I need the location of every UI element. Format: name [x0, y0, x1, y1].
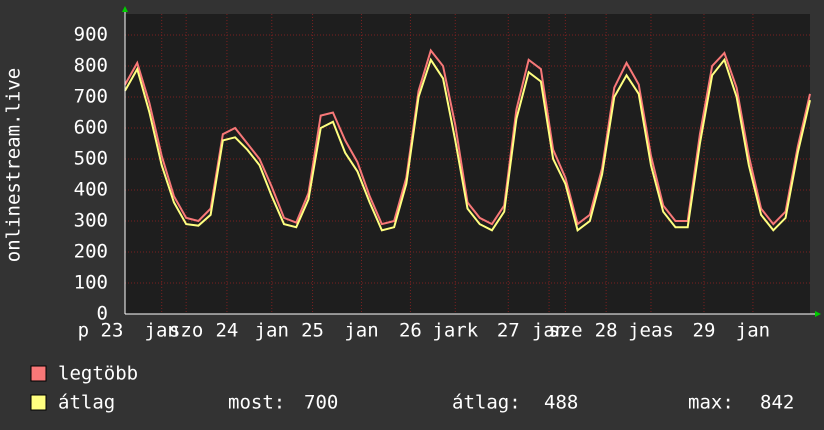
x-tick-label: jan: [344, 320, 378, 342]
y-axis-label: onlinestream.live: [3, 68, 25, 262]
legend-label: átlag: [58, 392, 115, 414]
stat-value: 700: [304, 392, 338, 414]
x-tick-label: jan: [736, 320, 770, 342]
x-tick-label: jan: [145, 320, 179, 342]
y-tick-label: 800: [74, 55, 108, 77]
stat-value: 488: [544, 392, 578, 414]
stat-value: 842: [760, 392, 794, 414]
x-tick-label: 28: [595, 320, 618, 342]
x-tick-label: 26: [399, 320, 422, 342]
x-tick-label: sze: [548, 320, 582, 342]
x-tick-label: 24: [215, 320, 238, 342]
x-tick-label: szo: [169, 320, 203, 342]
x-tick-label: p 23: [78, 320, 124, 342]
x-tick-label: jan: [255, 320, 289, 342]
y-tick-label: 500: [74, 148, 108, 170]
x-tick-label: jeas: [628, 320, 674, 342]
legend-swatch: [30, 365, 47, 382]
x-tick-label: jan: [532, 320, 566, 342]
y-tick-label: 0: [97, 303, 108, 325]
stat-label: átlag:: [452, 392, 521, 414]
y-tick-label: 900: [74, 24, 108, 46]
arrow: [815, 311, 821, 317]
y-tick-label: 200: [74, 241, 108, 263]
y-tick-label: 700: [74, 86, 108, 108]
y-tick-label: 300: [74, 210, 108, 232]
y-tick-label: 400: [74, 179, 108, 201]
series-line: [124, 48, 811, 226]
stat-label: max:: [688, 392, 734, 414]
stat-label: most:: [228, 392, 285, 414]
legend-swatch: [30, 394, 47, 411]
plot-area: [125, 14, 810, 314]
x-tick-label: 29: [693, 320, 716, 342]
x-tick-label: 27: [497, 320, 520, 342]
y-tick-label: 600: [74, 117, 108, 139]
legend-label: legtöbb: [58, 363, 138, 385]
series-line: [124, 57, 811, 233]
x-tick-label: 25: [301, 320, 324, 342]
arrow: [122, 6, 128, 12]
x-tick-label: jark: [432, 320, 478, 342]
y-tick-label: 100: [74, 272, 108, 294]
